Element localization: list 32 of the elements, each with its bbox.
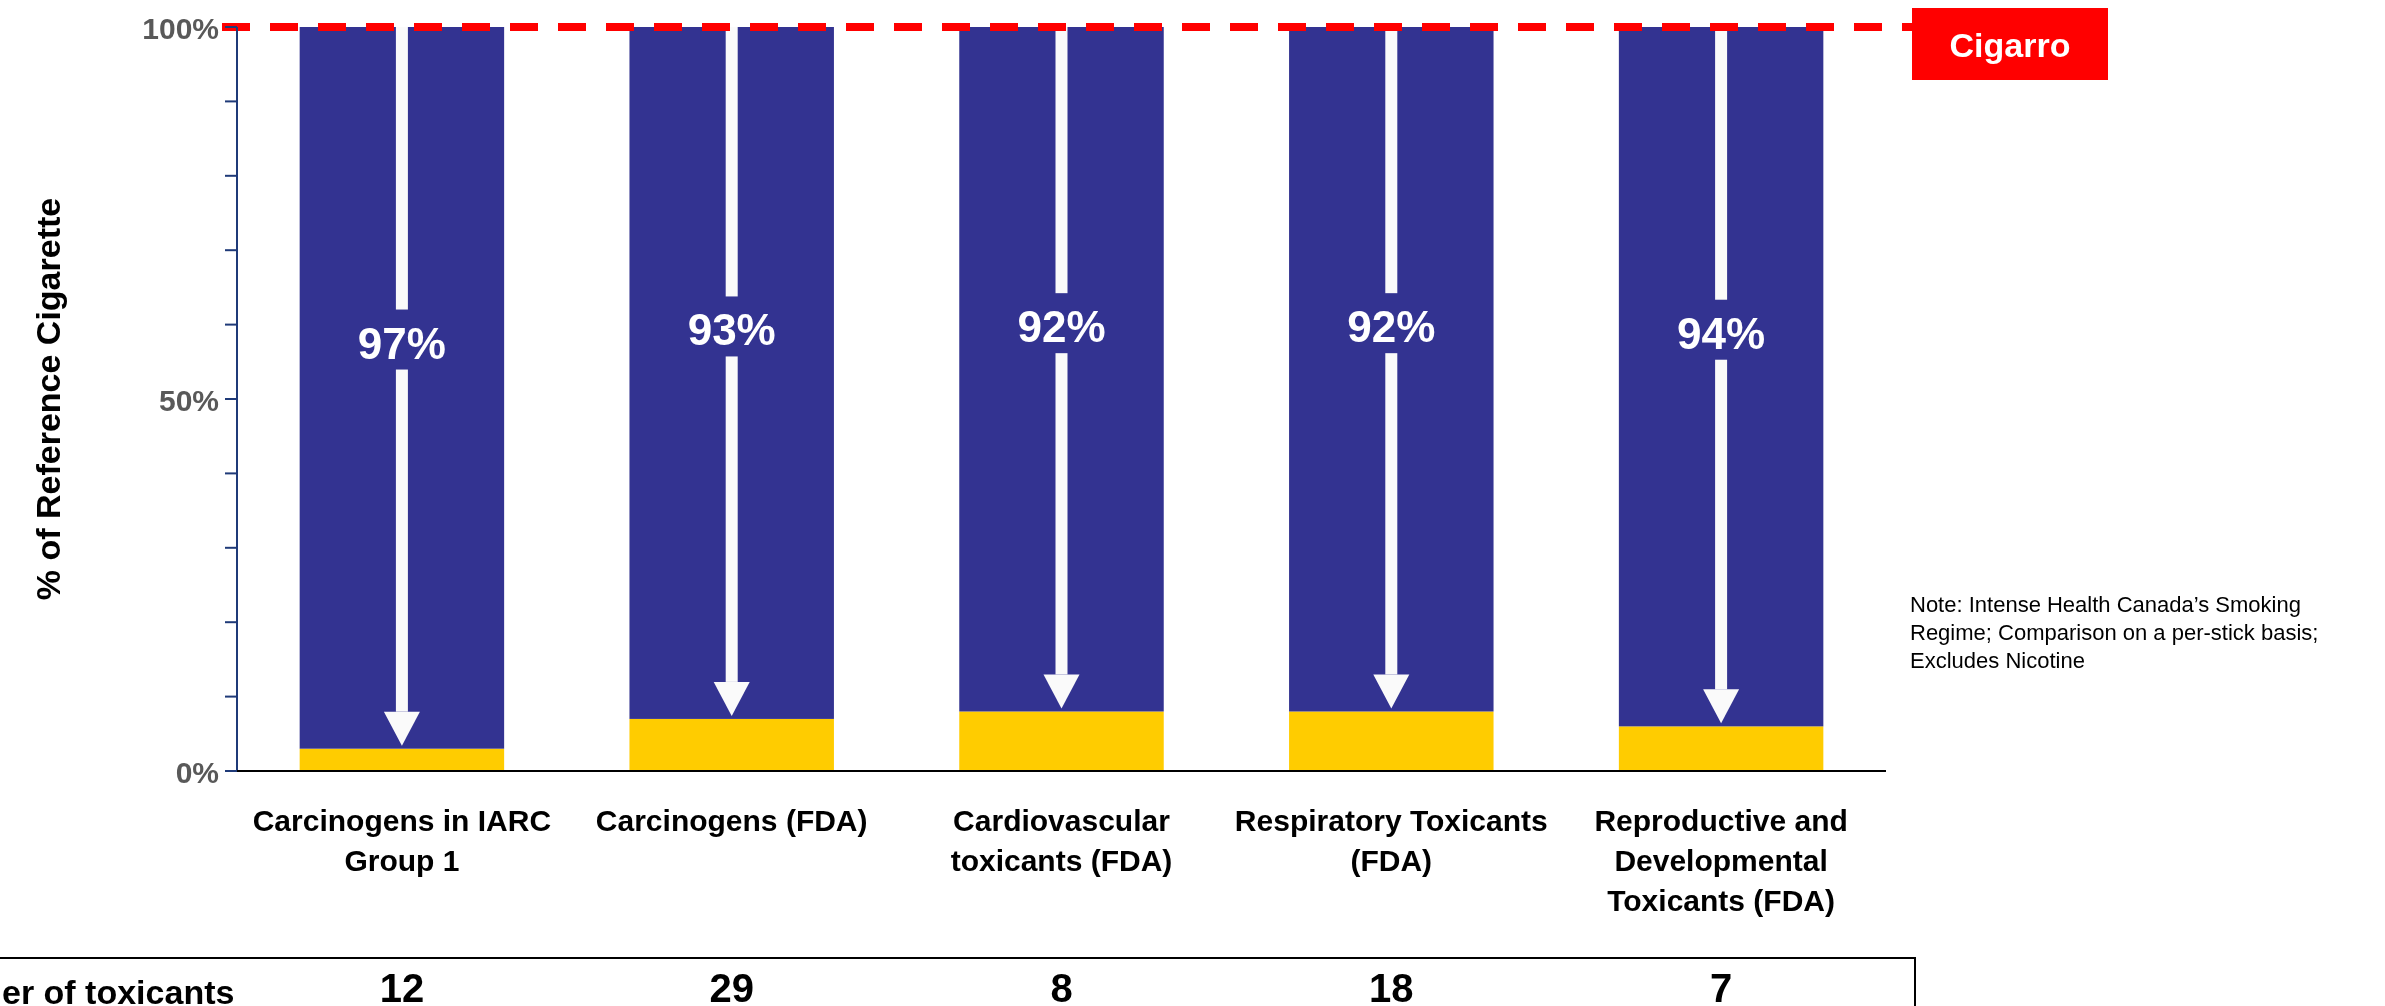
text: 12 xyxy=(379,966,425,1006)
data-label: 92% xyxy=(1017,302,1106,352)
x-tick-label: Carcinogens (FDA) xyxy=(595,804,868,837)
bar xyxy=(629,27,834,719)
bar xyxy=(1618,726,1824,771)
text: 7 xyxy=(1709,966,1733,1006)
y-tick-label: 0% xyxy=(175,756,219,789)
text: 29 xyxy=(709,966,754,1006)
x-tick-label: Respiratory Toxicants (FDA) xyxy=(1234,804,1548,877)
bar xyxy=(629,718,834,771)
data-label: 92% xyxy=(1347,302,1436,352)
bar xyxy=(959,27,1164,712)
ref-line-label: Cigarro xyxy=(1949,26,2071,64)
x-tick-label: Cardiovascular toxicants (FDA) xyxy=(950,804,1173,877)
text: 18 xyxy=(1369,966,1414,1006)
bar xyxy=(959,711,1164,771)
x-tick-label: Reproductive and Developmental Toxicants (FDA) xyxy=(1594,804,1848,917)
bar xyxy=(1618,27,1824,727)
bar xyxy=(1289,27,1494,712)
data-label: 94% xyxy=(1677,308,1766,358)
bar xyxy=(299,748,505,771)
x-tick-label: Carcinogens in IARC Group 1 xyxy=(252,804,552,877)
text: er of toxicants xyxy=(2,973,235,1006)
y-tick-label: 50% xyxy=(158,384,219,417)
text: Note: Intense Health Canada’s Smoking Regime; Comparison on a per-stick basis; Excludes Nicotine xyxy=(1910,592,2319,673)
data-label: 93% xyxy=(687,305,776,355)
text: 8 xyxy=(1050,966,1073,1006)
bar xyxy=(299,27,505,749)
y-axis-title: % of Reference Cigarette xyxy=(29,197,67,601)
bar xyxy=(1289,711,1494,771)
data-label: 97% xyxy=(357,318,446,368)
y-tick-label: 100% xyxy=(142,12,219,45)
